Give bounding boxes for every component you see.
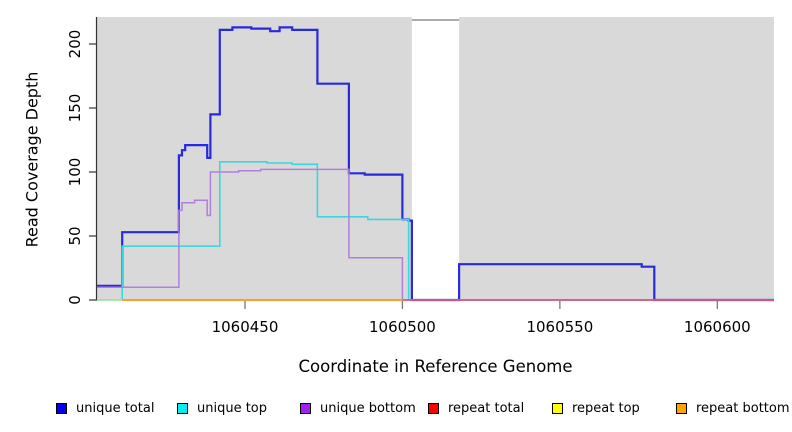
y-tick-label-0: 0	[66, 295, 84, 305]
legend-item-unique-bottom: unique bottom	[300, 399, 416, 417]
legend-label-unique-total: unique total	[76, 400, 155, 416]
legend-label-repeat-bottom: repeat bottom	[696, 400, 790, 416]
legend-swatch-unique-total	[56, 402, 67, 414]
y-tick-label-200: 200	[66, 29, 84, 59]
legend-item-unique-top: unique top	[177, 399, 267, 417]
legend-swatch-unique-top	[177, 402, 188, 414]
legend-label-repeat-total: repeat total	[448, 400, 525, 416]
series-line-unique-bottom	[97, 168, 774, 301]
y-axis-title: Read Coverage Depth	[22, 71, 42, 248]
legend-item-repeat-total: repeat total	[428, 399, 524, 417]
x-tick-label-1060550: 1060550	[526, 318, 594, 336]
legend-label-unique-bottom: unique bottom	[320, 400, 416, 416]
y-tick-label-150: 150	[66, 93, 84, 123]
legend-label-repeat-top: repeat top	[572, 400, 640, 416]
series-line-unique-top	[97, 161, 774, 301]
legend-item-repeat-bottom: repeat bottom	[676, 399, 790, 417]
y-tick-label-100: 100	[66, 157, 84, 187]
y-tick-label-50: 50	[66, 226, 84, 246]
x-axis-title: Coordinate in Reference Genome	[298, 357, 573, 376]
legend-swatch-repeat-total	[428, 402, 439, 414]
x-tick-label-1060600: 1060600	[683, 318, 751, 336]
legend-item-unique-total: unique total	[56, 399, 154, 417]
legend-label-unique-top: unique top	[197, 400, 268, 416]
legend-swatch-repeat-bottom	[676, 402, 687, 414]
legend-swatch-repeat-top	[552, 402, 563, 414]
gap-band	[411, 17, 460, 300]
x-tick-label-1060500: 1060500	[369, 318, 436, 336]
legend-swatch-unique-bottom	[300, 402, 311, 414]
x-tick-label-1060450: 1060450	[211, 318, 279, 336]
series-line-unique-total	[97, 26, 774, 302]
legend-item-repeat-top: repeat top	[552, 399, 640, 417]
legend: unique total unique top unique bottom re…	[0, 399, 792, 419]
